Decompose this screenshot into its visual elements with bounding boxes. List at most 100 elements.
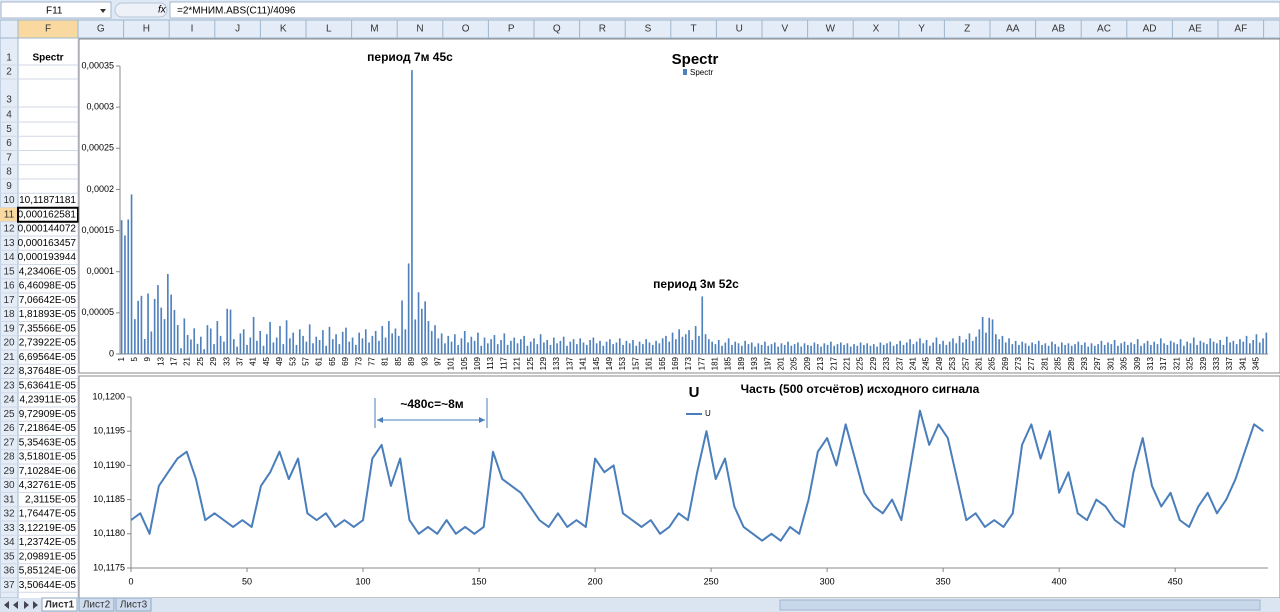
- name-box-arrow[interactable]: [100, 9, 106, 13]
- cell-text[interactable]: 9,72909E-05: [19, 409, 77, 420]
- row-header[interactable]: 4: [6, 110, 12, 121]
- cell-text[interactable]: 4,23406E-05: [19, 266, 77, 277]
- sheet-tab[interactable]: [115, 597, 152, 612]
- row-header[interactable]: 24: [3, 395, 15, 406]
- cell-text[interactable]: 10,11871181: [19, 195, 76, 206]
- cell-text[interactable]: 0,000162581: [18, 209, 77, 220]
- row-header[interactable]: 33: [3, 523, 15, 534]
- cell-text[interactable]: 2,3115E-05: [25, 494, 76, 505]
- column-header[interactable]: Q: [553, 24, 561, 35]
- row-header[interactable]: 25: [3, 409, 15, 420]
- row-header[interactable]: 5: [6, 124, 12, 135]
- sheet-tab[interactable]: [78, 597, 115, 612]
- row-header[interactable]: 32: [3, 509, 15, 520]
- column-header[interactable]: L: [326, 24, 332, 35]
- column-header[interactable]: S: [645, 24, 652, 35]
- row-header[interactable]: 11: [4, 209, 15, 220]
- cell-text[interactable]: 5,85124E-06: [19, 566, 77, 577]
- sheet-tab-label[interactable]: Лист3: [120, 600, 148, 611]
- column-header[interactable]: Y: [918, 24, 925, 35]
- column-header[interactable]: J: [235, 24, 240, 35]
- sheet-tab-label[interactable]: Лист2: [83, 600, 111, 611]
- row-header[interactable]: 35: [3, 551, 15, 562]
- column-header[interactable]: U: [736, 24, 743, 35]
- row-header[interactable]: 2: [6, 67, 12, 78]
- column-header[interactable]: AC: [1097, 24, 1111, 35]
- fx-button[interactable]: fx: [158, 5, 167, 16]
- row-header[interactable]: 18: [3, 309, 15, 320]
- row-header[interactable]: 31: [3, 494, 15, 505]
- row-header[interactable]: 17: [3, 295, 15, 306]
- row-header[interactable]: 21: [3, 352, 15, 363]
- cell-text[interactable]: 0,000144072: [18, 224, 77, 235]
- row-header[interactable]: 12: [3, 224, 15, 235]
- cell-text[interactable]: 6,69564E-05: [19, 352, 77, 363]
- cell-text[interactable]: 3,12219E-05: [19, 523, 77, 534]
- cell-text[interactable]: Spectr: [32, 53, 63, 64]
- row-header[interactable]: 30: [3, 480, 15, 491]
- column-header[interactable]: AD: [1143, 24, 1157, 35]
- row-header[interactable]: 23: [3, 380, 15, 391]
- cell-text[interactable]: 7,10284E-06: [19, 466, 77, 477]
- row-header[interactable]: 9: [6, 181, 12, 192]
- row-header[interactable]: 6: [6, 138, 12, 149]
- cell-text[interactable]: 8,37648E-05: [19, 366, 77, 377]
- column-header[interactable]: AA: [1006, 24, 1020, 35]
- cell-text[interactable]: 7,06642E-05: [19, 295, 77, 306]
- row-header[interactable]: 7: [6, 152, 12, 163]
- column-header[interactable]: T: [691, 24, 697, 35]
- cell-text[interactable]: 7,21864E-05: [19, 423, 77, 434]
- row-header[interactable]: 8: [6, 167, 12, 178]
- column-header[interactable]: R: [599, 24, 606, 35]
- column-header[interactable]: N: [416, 24, 423, 35]
- row-header[interactable]: 27: [3, 437, 15, 448]
- column-header[interactable]: H: [143, 24, 150, 35]
- cell-text[interactable]: 5,63641E-05: [19, 380, 77, 391]
- horizontal-scrollbar[interactable]: [779, 599, 1261, 611]
- row-header[interactable]: 15: [3, 266, 15, 277]
- row-header[interactable]: 34: [3, 537, 15, 548]
- formula-input[interactable]: [169, 1, 1280, 19]
- column-header[interactable]: O: [462, 24, 470, 35]
- row-header[interactable]: 29: [3, 466, 15, 477]
- row-header[interactable]: 36: [3, 566, 15, 577]
- row-header[interactable]: 19: [3, 323, 15, 334]
- column-header[interactable]: W: [826, 24, 836, 35]
- column-header[interactable]: G: [97, 24, 105, 35]
- column-header[interactable]: AE: [1189, 24, 1203, 35]
- column-header[interactable]: F: [45, 24, 51, 35]
- sheet-tab-label[interactable]: Лист1: [45, 600, 75, 611]
- column-header[interactable]: Z: [964, 24, 970, 35]
- cell-text[interactable]: 5,35463E-05: [19, 437, 77, 448]
- cell-text[interactable]: 1,76447E-05: [19, 509, 77, 520]
- name-box[interactable]: [0, 1, 112, 19]
- cell-text[interactable]: 1,81893E-05: [19, 309, 77, 320]
- row-header[interactable]: 22: [3, 366, 15, 377]
- cell-text[interactable]: 7,35566E-05: [19, 323, 77, 334]
- sheet-tab[interactable]: [41, 597, 78, 612]
- cell-text[interactable]: 2,09891E-05: [19, 551, 77, 562]
- row-header[interactable]: 37: [3, 580, 15, 591]
- cell-text[interactable]: 6,46098E-05: [19, 281, 77, 292]
- row-header[interactable]: 13: [3, 238, 15, 249]
- cell-text[interactable]: 4,23911E-05: [19, 395, 76, 406]
- column-header[interactable]: K: [280, 24, 287, 35]
- cell-text[interactable]: 2,73922E-05: [19, 338, 77, 349]
- column-header[interactable]: AF: [1234, 24, 1247, 35]
- row-header[interactable]: 20: [3, 338, 15, 349]
- row-header[interactable]: 16: [3, 281, 15, 292]
- column-header[interactable]: X: [873, 24, 880, 35]
- row-header[interactable]: 26: [3, 423, 15, 434]
- row-header[interactable]: 3: [6, 95, 12, 106]
- cell-text[interactable]: 0,000163457: [18, 238, 77, 249]
- row-header[interactable]: 1: [6, 53, 12, 64]
- column-header[interactable]: M: [370, 24, 378, 35]
- row-header[interactable]: 10: [3, 195, 15, 206]
- column-header[interactable]: V: [781, 24, 788, 35]
- row-header[interactable]: 28: [3, 452, 15, 463]
- cell-text[interactable]: 4,32761E-05: [19, 480, 77, 491]
- cell-text[interactable]: 3,50644E-05: [19, 580, 77, 591]
- column-header[interactable]: P: [508, 24, 515, 35]
- cell-text[interactable]: 0,000193944: [18, 252, 77, 263]
- cell-text[interactable]: 1,23742E-05: [19, 537, 77, 548]
